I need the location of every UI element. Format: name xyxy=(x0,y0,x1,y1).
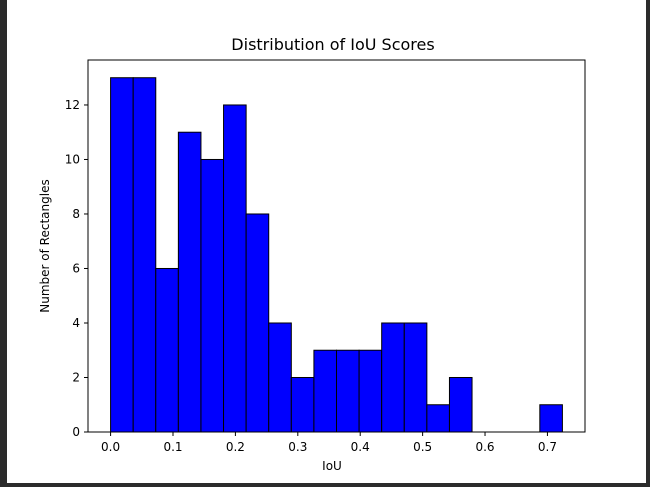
x-tick-label: 0.5 xyxy=(413,440,432,454)
y-axis-label: Number of Rectangles xyxy=(38,179,52,312)
histogram-bar xyxy=(223,104,247,433)
histogram-bar xyxy=(313,349,337,433)
y-tick-label: 6 xyxy=(72,261,80,275)
histogram-bar xyxy=(268,322,292,433)
y-tick-label: 12 xyxy=(65,98,80,112)
x-tick-label: 0.1 xyxy=(163,440,182,454)
plot-area-frame xyxy=(87,59,586,433)
histogram-bar xyxy=(336,349,360,433)
y-axis: 0 2 4 6 8 10 12 xyxy=(65,98,88,439)
y-tick-label: 4 xyxy=(72,316,80,330)
histogram-bar xyxy=(177,131,202,433)
histogram-bar xyxy=(290,376,315,433)
figure-canvas: Distribution of IoU Scores 0.0 0.1 0.2 0.3 0… xyxy=(7,0,646,483)
chart-title: Distribution of IoU Scores xyxy=(231,35,434,54)
histogram-bar xyxy=(358,349,383,433)
x-axis-label: IoU xyxy=(322,459,342,473)
histogram-bar xyxy=(132,77,157,433)
y-tick-label: 2 xyxy=(72,370,80,384)
histogram-bar xyxy=(426,404,450,433)
histogram-bar xyxy=(539,404,563,433)
histogram-bar xyxy=(245,213,270,433)
y-tick-label: 10 xyxy=(65,152,80,166)
x-tick-label: 0.0 xyxy=(101,440,120,454)
x-tick-label: 0.2 xyxy=(226,440,245,454)
bars-group xyxy=(110,77,563,433)
x-tick-label: 0.6 xyxy=(475,440,494,454)
x-tick-label: 0.4 xyxy=(351,440,370,454)
histogram-bar xyxy=(403,322,428,433)
y-tick-label: 0 xyxy=(72,425,80,439)
histogram-chart: Distribution of IoU Scores 0.0 0.1 0.2 0.3 0… xyxy=(38,35,586,473)
histogram-bar xyxy=(155,267,179,433)
y-tick-label: 8 xyxy=(72,207,80,221)
x-axis: 0.0 0.1 0.2 0.3 0.4 0.5 0.6 0.7 xyxy=(101,432,557,454)
histogram-bar xyxy=(200,158,225,433)
histogram-bar xyxy=(110,77,134,433)
x-tick-label: 0.3 xyxy=(288,440,307,454)
histogram-bar xyxy=(381,322,405,433)
histogram-bar xyxy=(448,376,473,433)
x-tick-label: 0.7 xyxy=(538,440,557,454)
